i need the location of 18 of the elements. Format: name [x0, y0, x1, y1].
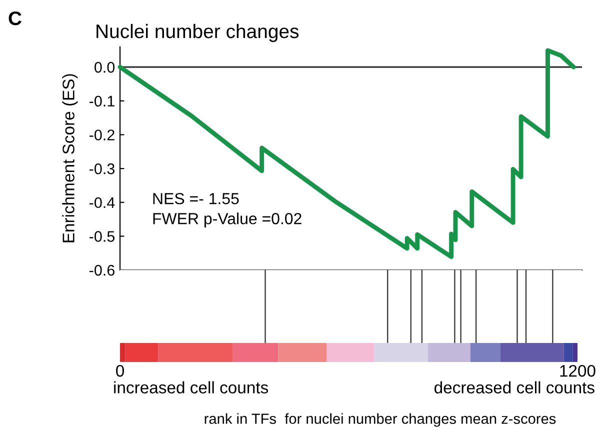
- x-axis-title: rank in TFs for nuclei number changes mean z-scores: [204, 413, 556, 427]
- y-tick-label: -0.2: [90, 130, 114, 140]
- text: C: [8, 11, 22, 26]
- y-tick-label: 0.0: [94, 62, 115, 73]
- line-series: [118, 48, 576, 260]
- text: increased cell counts: [114, 381, 268, 394]
- y-tick-label: -0.1: [90, 96, 114, 107]
- annotation: NES =- 1.55: [153, 192, 239, 204]
- chart-title: Nuclei number changes: [96, 24, 299, 42]
- x-tick-label: 0: [116, 364, 124, 377]
- y-tick-label: -0.3: [90, 163, 114, 174]
- y-tick-label: -0.6: [90, 264, 114, 276]
- y-axis-title: Enrichment Score (ES): [62, 74, 78, 242]
- y-tick-label: -0.5: [90, 231, 115, 242]
- text: decreased cell counts: [434, 381, 594, 394]
- y-tick-label: -0.4: [90, 197, 115, 208]
- annotation: FWER p-Value =0.02: [153, 212, 302, 228]
- x-tick-label: 1200: [560, 364, 596, 377]
